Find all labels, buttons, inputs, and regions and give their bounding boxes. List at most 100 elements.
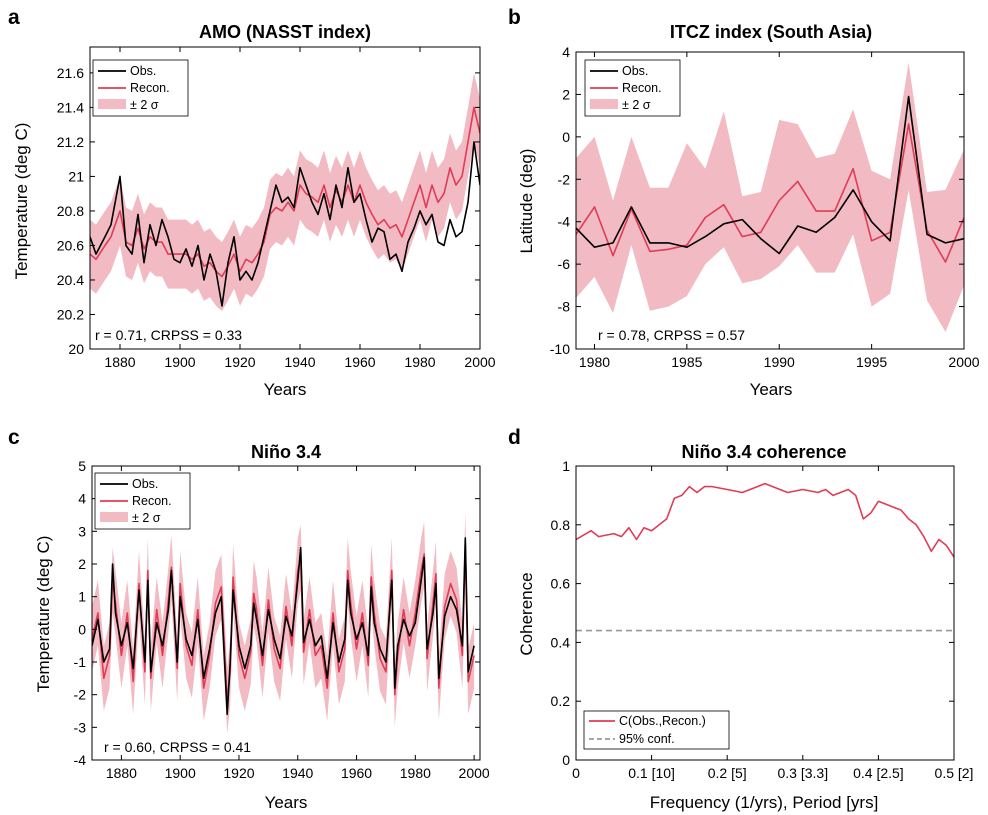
x-tick-label: 1960 <box>341 765 372 781</box>
x-tick-label: 0.2 [5] <box>708 765 747 781</box>
y-tick-label: 0.8 <box>551 517 571 533</box>
panel-a-letter: a <box>8 6 20 29</box>
y-tick-label: 20.2 <box>57 306 84 322</box>
panel-c-xlabel: Years <box>265 793 308 812</box>
x-tick-label: 1990 <box>764 354 795 370</box>
plot-frame <box>575 465 955 761</box>
y-tick-label: 1 <box>562 458 570 474</box>
x-tick-label: 2000 <box>948 354 979 370</box>
y-tick-label: -8 <box>558 299 571 315</box>
recon-line <box>576 123 964 263</box>
legend-coherence-label: C(Obs.,Recon.) <box>619 714 706 728</box>
legend-band-swatch <box>100 512 128 522</box>
x-tick-label: 1900 <box>164 354 195 370</box>
panel-b: b ITCZ index (South Asia) 1980 1985 1990 19… <box>508 6 980 399</box>
panel-d: d Niño 3.4 coherence 0 0.1 [10] 0.2 [5] 0.3… <box>508 426 973 812</box>
panel-c-ylabel: Temperature (deg C) <box>34 536 53 693</box>
legend-band-label: ± 2 σ <box>130 98 159 112</box>
x-tick-label: 1995 <box>856 354 887 370</box>
x-tick-label: 1920 <box>224 354 255 370</box>
x-tick-label: 0.5 [2] <box>935 765 974 781</box>
panel-c-title: Niño 3.4 <box>251 442 321 462</box>
y-tick-label: 5 <box>78 458 86 474</box>
y-tick-label: -3 <box>74 719 87 735</box>
panel-a-ylabel: Temperature (deg C) <box>12 123 31 280</box>
panel-b-title: ITCZ index (South Asia) <box>670 22 872 42</box>
panel-b-xlabel: Years <box>750 380 793 399</box>
y-tick-label: 3 <box>78 523 86 539</box>
legend-obs-label: Obs. <box>132 477 158 491</box>
panel-a: a AMO (NASST index) 1880 1900 1920 1940 1960… <box>8 6 496 399</box>
panel-c-legend: Obs. Recon. ± 2 σ <box>94 472 191 530</box>
x-tick-label: 1980 <box>400 765 431 781</box>
panel-b-legend: Obs. Recon. ± 2 σ <box>584 59 681 117</box>
panel-a-xlabel: Years <box>264 380 307 399</box>
obs-line <box>90 141 480 307</box>
y-tick-label: 0.4 <box>551 634 571 650</box>
legend-band-swatch <box>590 99 618 109</box>
plot-frame <box>91 465 481 761</box>
panel-d-title: Niño 3.4 coherence <box>681 442 846 462</box>
y-tick-label: 0 <box>562 752 570 768</box>
obs-line <box>92 537 475 716</box>
panel-d-letter: d <box>508 426 521 449</box>
y-tick-label: 21 <box>68 168 84 184</box>
y-tick-label: 0.6 <box>551 576 571 592</box>
y-tick-label: -6 <box>558 256 571 272</box>
x-tick-label: 1920 <box>223 765 254 781</box>
y-tick-label: 21.2 <box>57 134 84 150</box>
plot-area <box>92 511 475 734</box>
plot-area <box>90 72 480 312</box>
legend-band-label: ± 2 σ <box>132 511 161 525</box>
x-tick-label: 1880 <box>106 765 137 781</box>
legend-band-swatch <box>98 99 126 109</box>
y-tick-label: 20.6 <box>57 237 84 253</box>
plot-area <box>576 62 964 332</box>
plot-area <box>576 482 954 632</box>
panel-d-plot: 0 0.1 [10] 0.2 [5] 0.3 [3.3] 0.4 [2.5] 0.5 [2… <box>551 458 974 781</box>
legend-obs-label: Obs. <box>130 64 156 78</box>
panel-d-ylabel: Coherence <box>517 572 536 655</box>
y-tick-label: 2 <box>562 86 570 102</box>
obs-line <box>576 95 964 255</box>
y-tick-label: -4 <box>74 752 87 768</box>
y-tick-label: -10 <box>550 341 570 357</box>
y-tick-label: 20.8 <box>57 203 84 219</box>
uncertainty-band <box>92 511 475 734</box>
y-tick-label: 0 <box>562 129 570 145</box>
plot-frame <box>575 51 965 350</box>
panel-c-stats: r = 0.60, CRPSS = 0.41 <box>104 739 251 755</box>
panel-b-stats: r = 0.78, CRPSS = 0.57 <box>598 327 745 343</box>
y-tick-label: 0.2 <box>551 693 571 709</box>
panel-b-plot: 1980 1985 1990 1995 2000 -10 -8 -6 -4 -2 0 2 4 <box>550 44 980 370</box>
x-tick-label: 2000 <box>464 354 495 370</box>
y-tick-label: 20.4 <box>57 272 84 288</box>
legend-recon-label: Recon. <box>130 81 170 95</box>
panel-a-title: AMO (NASST index) <box>199 22 371 42</box>
legend-conf-label: 95% conf. <box>619 732 675 746</box>
x-tick-label: 1880 <box>104 354 135 370</box>
x-tick-label: 0.1 [10] <box>628 765 675 781</box>
legend-recon-label: Recon. <box>132 494 172 508</box>
x-tick-label: 1980 <box>404 354 435 370</box>
panel-a-legend: Obs. Recon. ± 2 σ <box>92 59 189 117</box>
x-tick-label: 1960 <box>344 354 375 370</box>
y-tick-label: -4 <box>558 214 571 230</box>
y-tick-label: 4 <box>562 44 570 60</box>
x-tick-label: 1940 <box>282 765 313 781</box>
x-tick-label: 0.3 [3.3] <box>778 765 829 781</box>
x-tick-label: 0 <box>572 765 580 781</box>
y-tick-label: 21.4 <box>57 99 84 115</box>
plot-frame <box>89 46 481 350</box>
coherence-line <box>576 482 954 558</box>
panel-d-xlabel: Frequency (1/yrs), Period [yrs] <box>650 793 879 812</box>
recon-line <box>90 106 480 278</box>
panel-c-plot: 1880 1900 1920 1940 1960 1980 2000 -4 -3 -2 -1 0 1 2 3… <box>74 458 490 781</box>
y-tick-label: 2 <box>78 556 86 572</box>
panel-a-plot: 1880 1900 1920 1940 1960 1980 2000 20 20.2 20.4 20… <box>57 46 496 370</box>
legend-recon-label: Recon. <box>622 81 662 95</box>
y-tick-label: 21.6 <box>57 65 84 81</box>
legend-obs-label: Obs. <box>622 64 648 78</box>
legend-band-label: ± 2 σ <box>622 98 651 112</box>
